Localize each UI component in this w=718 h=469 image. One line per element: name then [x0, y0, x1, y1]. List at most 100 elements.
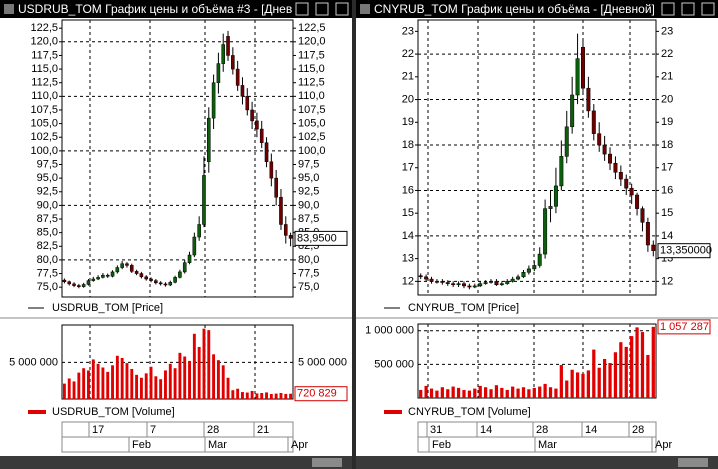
y-tick-label: 95,0 — [298, 172, 319, 184]
candle-body — [618, 172, 623, 180]
volume-bar — [154, 376, 158, 399]
volume-bar — [602, 358, 607, 398]
window-button[interactable] — [315, 2, 329, 16]
day-label: 28 — [207, 424, 219, 436]
volume-bar — [630, 336, 634, 398]
y-tick-label: 75,0 — [298, 281, 319, 293]
candle-body — [67, 281, 72, 285]
volume-bar — [192, 333, 196, 399]
candle-body — [532, 265, 537, 270]
y-tick-label: 12 — [661, 275, 673, 287]
candle-body — [245, 96, 250, 111]
candle-body — [197, 224, 201, 238]
candle-body — [434, 281, 439, 283]
candle-body — [182, 262, 187, 273]
candle-body — [510, 278, 515, 282]
title-bar — [0, 0, 352, 18]
y-tick-label: 112,5 — [31, 77, 58, 89]
y-tick-label: 23 — [402, 25, 414, 37]
y-tick-label: 23 — [661, 25, 673, 37]
y-tick-label: 100,0 — [30, 145, 58, 157]
y-tick-label: 95,0 — [37, 172, 58, 184]
volume-bar — [207, 330, 211, 399]
y-tick-label: 22 — [402, 48, 414, 60]
y-tick-label: 100,0 — [298, 145, 326, 157]
y-tick-label: 21 — [661, 71, 673, 83]
volume-bar — [130, 368, 134, 399]
day-label: 14 — [585, 424, 597, 436]
volume-bar — [635, 327, 639, 398]
candle-body — [72, 283, 76, 286]
y-tick-label: 14 — [661, 230, 673, 242]
y-tick-label: 87,5 — [37, 213, 58, 225]
candle-body — [288, 235, 293, 239]
candle-body — [445, 282, 450, 284]
volume-bar — [72, 381, 76, 399]
candle-body — [134, 271, 139, 274]
candle-body — [537, 253, 542, 266]
volume-bar — [231, 390, 235, 399]
candle-body — [206, 117, 211, 163]
candle-body — [553, 185, 558, 207]
volume-bar — [516, 388, 520, 398]
volume-bar — [570, 369, 574, 398]
volume-bar — [456, 387, 461, 398]
candle-body — [283, 224, 288, 236]
window-button[interactable] — [661, 2, 675, 16]
y-tick-label: 17 — [661, 162, 673, 174]
volume-bar — [135, 374, 139, 399]
y-tick-label: 82,5 — [37, 240, 58, 252]
scrollbar-thumb[interactable] — [312, 458, 342, 467]
window-button[interactable] — [701, 2, 715, 16]
volume-bar — [260, 392, 264, 399]
y-tick-label: 17 — [402, 162, 414, 174]
candle-body — [548, 206, 553, 209]
volume-bar — [505, 389, 509, 398]
volume-bar — [67, 378, 71, 399]
y-tick-label: 80,0 — [298, 254, 319, 266]
volume-bar — [613, 352, 618, 398]
y-tick-label: 107,5 — [30, 104, 58, 116]
y-tick-label: 12 — [402, 275, 414, 287]
candle-body — [120, 263, 124, 268]
candle-body — [456, 283, 461, 286]
candle-body — [226, 36, 230, 56]
scrollbar[interactable] — [356, 456, 718, 469]
volume-bar — [483, 387, 488, 398]
candle-body — [645, 222, 650, 246]
y-tick-label: 16 — [402, 184, 414, 196]
y-tick-label: 115,0 — [31, 63, 58, 75]
candle-body — [635, 194, 640, 209]
window-icon — [4, 4, 14, 14]
y-tick-label: 14 — [402, 230, 414, 242]
volume-bar — [226, 377, 230, 399]
last-price-label: 13,350000 — [660, 245, 712, 257]
volume-bar — [82, 368, 86, 399]
candle-body — [591, 110, 596, 134]
volume-bar — [202, 328, 206, 399]
window-button[interactable] — [295, 2, 309, 16]
candle-body — [274, 177, 278, 198]
candle-body — [216, 63, 221, 83]
candle-body — [240, 85, 245, 97]
volume-bar — [575, 372, 580, 398]
volume-bar — [608, 363, 612, 398]
month-label: Feb — [132, 439, 151, 451]
candle-body — [624, 178, 629, 189]
candle-body — [235, 68, 240, 86]
volume-bar — [559, 365, 563, 398]
candle-body — [163, 283, 168, 286]
candle-body — [96, 277, 100, 280]
candle-body — [586, 87, 591, 112]
scrollbar[interactable] — [0, 456, 352, 469]
y-tick-label: 117,5 — [31, 49, 58, 61]
y-tick-label: 122,5 — [298, 22, 326, 34]
volume-bar — [511, 386, 515, 398]
scrollbar-thumb[interactable] — [678, 458, 708, 467]
window-button[interactable] — [681, 2, 695, 16]
window-button[interactable] — [335, 2, 349, 16]
volume-bar — [144, 373, 148, 399]
volume-bar — [77, 372, 81, 399]
candle-body — [478, 283, 483, 287]
y-tick-label: 92,5 — [298, 186, 319, 198]
